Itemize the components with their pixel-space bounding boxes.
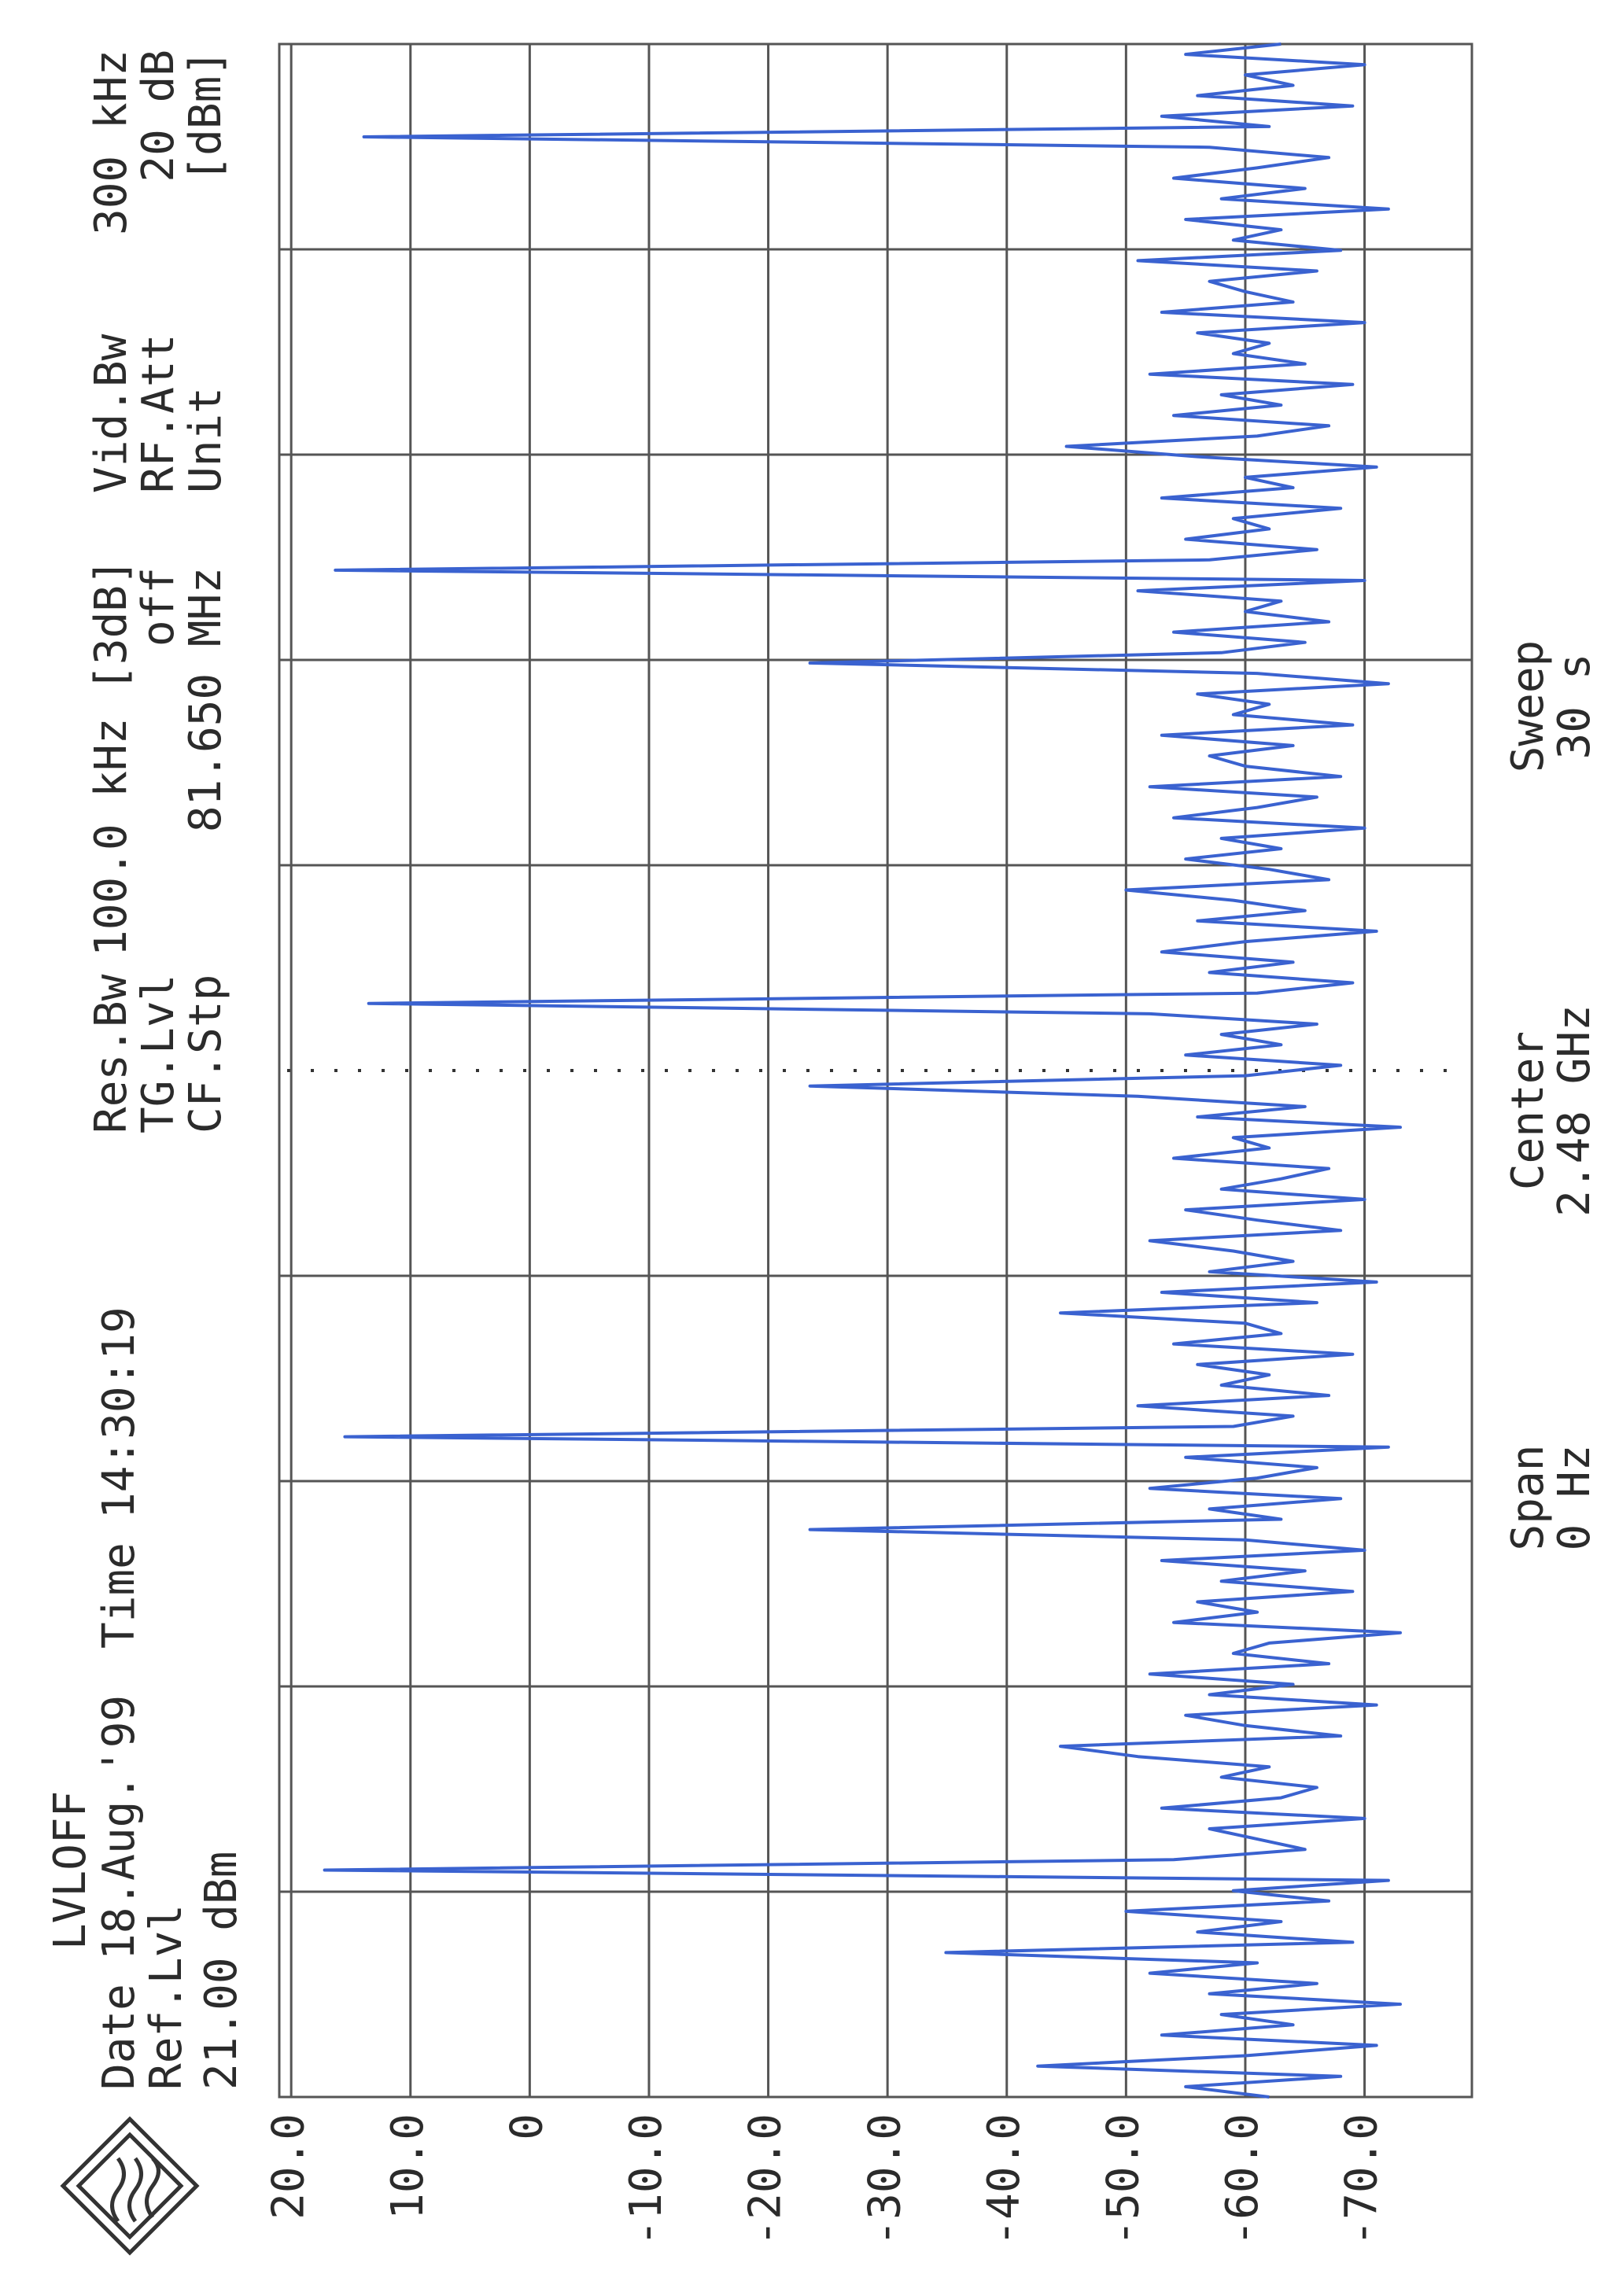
info-label: TG.Lvl xyxy=(133,975,184,1133)
info-label: Ref.Lvl xyxy=(141,1904,192,2090)
footer-label: Span xyxy=(1503,1445,1554,1551)
footer-label: Sweep xyxy=(1503,640,1554,773)
y-tick-label: -10.0 xyxy=(621,2114,672,2246)
logo-inner xyxy=(76,2132,184,2240)
y-tick-label: 0 xyxy=(502,2114,553,2140)
plot-frame xyxy=(278,42,1473,2099)
logo-waves xyxy=(110,2157,160,2223)
footer-label: Center xyxy=(1503,1031,1554,1190)
info-value: 14:30:19 xyxy=(94,1306,145,1519)
info-value: 100.0 kHz [3dB] xyxy=(86,558,137,956)
y-tick-label: -40.0 xyxy=(979,2114,1030,2246)
y-tick-label: -20.0 xyxy=(740,2114,791,2246)
logo xyxy=(60,2116,200,2256)
info-label: Res.Bw xyxy=(86,974,137,1133)
y-tick-label: -60.0 xyxy=(1217,2114,1268,2246)
y-tick-label: -30.0 xyxy=(859,2114,910,2246)
footer-value: 0 Hz xyxy=(1549,1445,1600,1551)
info-label: Date xyxy=(94,1984,145,2090)
info-label: RF.Att xyxy=(133,334,184,493)
info-label: Time xyxy=(94,1542,145,1649)
y-tick-label: 20.0 xyxy=(263,2114,314,2220)
info-value: 21.00 dBm xyxy=(196,1852,247,2090)
status: LVLOFF xyxy=(45,1791,96,1950)
info-value: 20 dB xyxy=(133,50,184,182)
info-value: [dBm] xyxy=(180,50,231,182)
info-label: Unit xyxy=(180,387,231,493)
trace xyxy=(323,42,1402,2099)
logo-diamond xyxy=(60,2116,200,2256)
y-tick-label: -50.0 xyxy=(1098,2114,1149,2246)
footer-value: 30 s xyxy=(1549,654,1600,760)
info-value: 18.Aug.'99 xyxy=(94,1695,145,1960)
info-label: Vid.Bw xyxy=(86,334,137,493)
info-value: off xyxy=(133,567,184,647)
info-value: 300 kHz xyxy=(86,50,137,235)
y-tick-label: -70.0 xyxy=(1337,2114,1388,2246)
footer-value: 2.48 GHz xyxy=(1549,1004,1600,1217)
info-label: CF.Stp xyxy=(180,975,231,1133)
y-tick-label: 10.0 xyxy=(382,2114,433,2220)
info-value: 81.650 MHz xyxy=(180,567,231,832)
